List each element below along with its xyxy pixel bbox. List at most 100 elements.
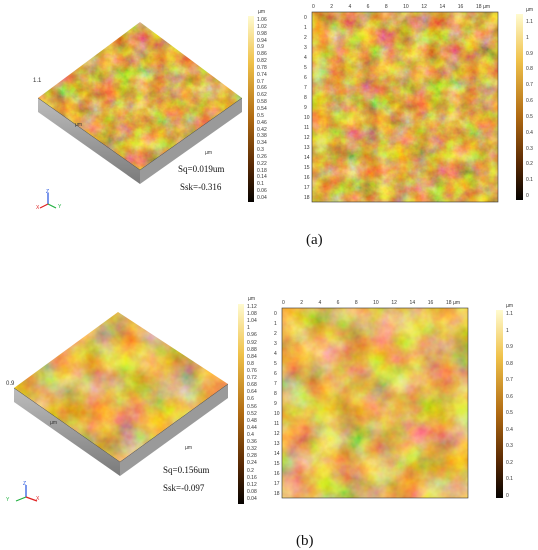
map-left-tick-label: 3 bbox=[274, 341, 277, 347]
map-left-tick-label: 16 bbox=[274, 471, 280, 477]
colorbar-tick-label: 1.1 bbox=[526, 19, 533, 25]
colorbar-tick-label: 1 bbox=[506, 327, 509, 334]
map-left-tick-label: 12 bbox=[304, 135, 310, 141]
map-left-tick-label: 17 bbox=[304, 185, 310, 191]
colorbar-tick-label: 0.9 bbox=[526, 50, 533, 57]
colorbar-tick-label: 0.3 bbox=[506, 443, 513, 450]
map-top-tick-label: 6 bbox=[336, 300, 340, 306]
colorbar-tick-label: 1.08 bbox=[247, 311, 257, 318]
colorbar-tick-label: 0.28 bbox=[247, 453, 257, 460]
map-left-tick-label: 11 bbox=[304, 125, 310, 131]
colorbar-tick-label: 0.76 bbox=[247, 368, 257, 374]
map-top-tick-label: 18 µm bbox=[476, 4, 490, 10]
colorbar-tick-label: 0.04 bbox=[257, 195, 267, 201]
panel-a-ssk: Ssk=-0.316 bbox=[180, 182, 222, 192]
colorbar-tick-label: 0.44 bbox=[247, 424, 257, 431]
colorbar-tick-label: 0.2 bbox=[506, 459, 513, 466]
map-left-tick-label: 7 bbox=[274, 381, 277, 387]
colorbar-tick-label: 0.14 bbox=[257, 174, 267, 181]
panel-a-2d-colorbar-unit: µm bbox=[526, 7, 534, 13]
colorbar-tick-label: 0.8 bbox=[526, 66, 533, 73]
colorbar-tick-label: 0.9 bbox=[506, 344, 513, 351]
map-left-tick-label: 8 bbox=[274, 391, 277, 397]
colorbar-tick-label: 0.1 bbox=[526, 177, 533, 184]
panel-a-2d-map bbox=[311, 11, 499, 203]
panel-b-axis-unit-left: µm bbox=[50, 420, 58, 426]
colorbar-tick-label: 0.24 bbox=[247, 460, 257, 467]
panel-a-2d-colorbar bbox=[516, 14, 523, 200]
colorbar-tick-label: 0.22 bbox=[257, 160, 267, 167]
colorbar-tick-label: 0.6 bbox=[506, 393, 513, 400]
panel-b-2d-colorbar-unit: µm bbox=[506, 303, 514, 309]
panel-a-triad-x: X bbox=[36, 205, 40, 211]
panel-b-caption: (b) bbox=[296, 533, 314, 549]
map-top-tick-label: 0 bbox=[282, 300, 285, 306]
map-left-tick-label: 4 bbox=[274, 351, 277, 357]
colorbar-tick-label: 0.7 bbox=[506, 377, 513, 384]
colorbar-tick-label: 0.92 bbox=[247, 339, 257, 346]
map-left-tick-label: 14 bbox=[274, 451, 280, 457]
colorbar-tick-label: 0.7 bbox=[526, 82, 533, 89]
colorbar-tick-label: 0.18 bbox=[257, 167, 267, 174]
colorbar-tick-label: 0.3 bbox=[526, 145, 533, 152]
map-left-tick-label: 14 bbox=[304, 155, 310, 161]
panel-b-sq: Sq=0.156um bbox=[163, 465, 210, 475]
map-top-tick-label: 14 bbox=[409, 300, 416, 306]
map-left-tick-label: 11 bbox=[274, 421, 280, 427]
map-left-tick-label: 4 bbox=[304, 55, 307, 61]
map-top-tick-label: 10 bbox=[373, 300, 379, 306]
map-left-tick-label: 6 bbox=[304, 75, 307, 81]
colorbar-tick-label: 0.8 bbox=[506, 360, 513, 367]
colorbar-tick-label: 0.2 bbox=[247, 467, 254, 474]
colorbar-tick-label: 0.34 bbox=[257, 140, 267, 147]
colorbar-tick-label: 0.5 bbox=[526, 113, 533, 120]
map-top-tick-label: 4 bbox=[348, 4, 352, 10]
panel-b-ssk: Ssk=-0.097 bbox=[163, 483, 205, 493]
map-top-tick-label: 12 bbox=[421, 4, 427, 10]
panel-b-height-label: 0.9 bbox=[6, 381, 15, 387]
map-top-tick-label: 4 bbox=[318, 300, 322, 306]
map-left-tick-label: 10 bbox=[304, 115, 310, 121]
colorbar-tick-label: 0.78 bbox=[257, 64, 267, 71]
map-left-tick-label: 16 bbox=[304, 175, 310, 181]
colorbar-tick-label: 0.2 bbox=[526, 161, 533, 168]
panel-b-3d-colorbar bbox=[238, 304, 244, 504]
map-top-tick-label: 2 bbox=[330, 4, 333, 10]
colorbar-tick-label: 0.58 bbox=[257, 99, 267, 106]
colorbar-tick-label: 0.26 bbox=[257, 153, 267, 160]
panel-a-triad-z: Z bbox=[46, 189, 50, 195]
colorbar-tick-label: 0.52 bbox=[247, 410, 257, 417]
map-left-tick-label: 18 bbox=[274, 491, 280, 497]
colorbar-tick-label: 1.12 bbox=[247, 304, 257, 310]
panel-b-triad-z: Z bbox=[23, 481, 27, 487]
map-left-tick-label: 15 bbox=[274, 461, 280, 467]
colorbar-tick-label: 0.42 bbox=[257, 126, 267, 133]
map-top-tick-label: 18 µm bbox=[446, 300, 460, 306]
panel-a-sq: Sq=0.019um bbox=[178, 164, 225, 174]
colorbar-tick-label: 0.9 bbox=[257, 44, 264, 51]
colorbar-tick-label: 0.4 bbox=[247, 432, 254, 438]
map-left-tick-label: 7 bbox=[304, 85, 307, 91]
colorbar-tick-label: 0.3 bbox=[257, 147, 264, 154]
colorbar-tick-label: 0.48 bbox=[247, 417, 257, 424]
map-left-tick-label: 5 bbox=[274, 361, 277, 367]
map-left-tick-label: 6 bbox=[274, 371, 277, 377]
colorbar-tick-label: 1.1 bbox=[506, 311, 513, 317]
colorbar-tick-label: 0.6 bbox=[247, 396, 254, 403]
map-left-tick-label: 9 bbox=[274, 401, 277, 407]
panel-a-axis-unit-left: µm bbox=[75, 122, 83, 128]
colorbar-tick-label: 0.16 bbox=[247, 474, 257, 481]
colorbar-tick-label: 0.88 bbox=[247, 346, 257, 353]
map-left-tick-label: 10 bbox=[274, 411, 280, 417]
map-left-tick-label: 5 bbox=[304, 65, 307, 71]
map-left-tick-label: 13 bbox=[304, 145, 310, 151]
colorbar-tick-label: 1 bbox=[247, 325, 250, 332]
panel-b-triad-x: X bbox=[36, 496, 40, 502]
map-top-tick-label: 2 bbox=[300, 300, 303, 306]
colorbar-tick-label: 0.5 bbox=[506, 410, 513, 417]
map-left-tick-label: 0 bbox=[274, 311, 277, 317]
colorbar-tick-label: 0.46 bbox=[257, 119, 267, 126]
colorbar-tick-label: 0.04 bbox=[247, 496, 257, 502]
colorbar-tick-label: 0 bbox=[506, 493, 509, 499]
colorbar-tick-label: 0.8 bbox=[247, 360, 254, 367]
